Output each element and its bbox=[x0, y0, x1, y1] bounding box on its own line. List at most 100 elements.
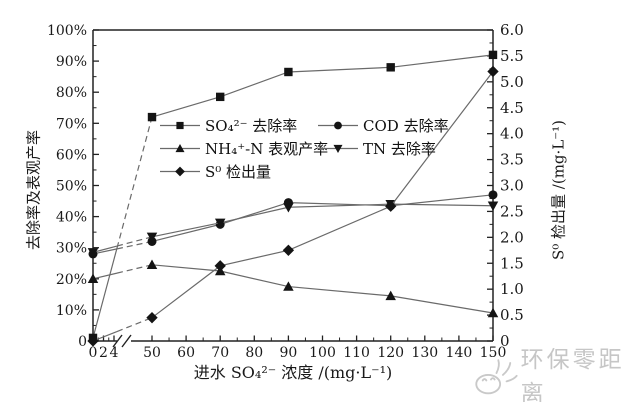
x-tick-label: 90 bbox=[279, 345, 297, 361]
legend-column-1: SO₄²⁻ 去除率 NH₄⁺-N 表观产率 S⁰ 检出量 bbox=[160, 114, 328, 183]
diamond-marker bbox=[487, 65, 499, 78]
y-right-tick-label: 0.5 bbox=[500, 306, 524, 324]
x-tick-label: 100 bbox=[309, 345, 336, 361]
y-right-tick-label: 5.0 bbox=[500, 73, 524, 91]
diamond-marker bbox=[214, 260, 226, 272]
legend-item-triangle-up: NH₄⁺-N 表观产率 bbox=[160, 137, 328, 160]
diamond-marker bbox=[87, 335, 99, 347]
triangle-down-marker bbox=[333, 144, 343, 153]
legend-label: TN 去除率 bbox=[363, 140, 436, 158]
triangle-down-legend-icon bbox=[318, 144, 358, 153]
legend-item-triangle-down: TN 去除率 bbox=[318, 137, 449, 160]
triangle-down-marker bbox=[214, 218, 226, 229]
series-segment bbox=[92, 272, 118, 280]
diamond-marker bbox=[385, 200, 397, 212]
triangle-up-marker bbox=[87, 273, 99, 283]
x-tick-label: 120 bbox=[377, 345, 404, 361]
series-segment bbox=[92, 247, 118, 339]
square-marker bbox=[216, 92, 225, 102]
y-right-tick-label: 2.0 bbox=[500, 228, 524, 246]
triangle-down-marker bbox=[487, 201, 499, 211]
x-tick-label: 110 bbox=[343, 345, 370, 361]
triangle-down-marker bbox=[146, 232, 158, 243]
x-tick-label: 50 bbox=[143, 345, 161, 361]
y-right-axis-title: S⁰ 检出量 /(mg·L⁻¹) bbox=[549, 119, 568, 261]
y-right-tick-label: 1.5 bbox=[500, 254, 524, 272]
diamond-marker bbox=[146, 312, 158, 324]
series-segment-dashed bbox=[116, 240, 153, 250]
y-right-tick-label: 4.5 bbox=[500, 99, 524, 117]
series-segment-dashed bbox=[116, 116, 153, 249]
legend-item-circle: COD 去除率 bbox=[318, 114, 449, 137]
y-left-tick-label: 70% bbox=[56, 116, 87, 132]
square-marker bbox=[488, 50, 498, 60]
y-right-tick-label: 4.0 bbox=[500, 125, 524, 143]
x-tick-label: 130 bbox=[411, 345, 438, 361]
y-right-tick-label: 3.0 bbox=[500, 177, 524, 195]
diamond-legend-icon bbox=[160, 166, 200, 177]
triangle-up-legend-icon bbox=[160, 144, 200, 153]
square-marker bbox=[386, 63, 395, 72]
series-diamond bbox=[87, 65, 499, 347]
series-segment bbox=[92, 245, 118, 253]
legend-label: S⁰ 检出量 bbox=[205, 163, 272, 181]
series-line bbox=[151, 54, 494, 118]
series-line bbox=[151, 203, 494, 238]
diamond-marker bbox=[282, 244, 295, 256]
series-line bbox=[151, 194, 494, 243]
x-axis-title: 进水 SO₄²⁻ 浓度 /(mg·L⁻¹) bbox=[193, 363, 393, 382]
megaphone-doodle-icon bbox=[475, 359, 518, 395]
series-square bbox=[88, 50, 498, 343]
triangle-up-marker bbox=[385, 290, 396, 301]
y-left-axis-title: 去除率及表观产率 bbox=[24, 129, 43, 251]
diamond-marker bbox=[175, 166, 185, 177]
square-marker bbox=[284, 67, 293, 77]
x-tick-label: 0 bbox=[89, 345, 98, 361]
legend-item-diamond: S⁰ 检出量 bbox=[160, 160, 328, 183]
axis-break-mark bbox=[112, 334, 123, 348]
square-marker bbox=[147, 112, 157, 122]
circle-marker bbox=[488, 190, 498, 200]
axis-break-mark bbox=[121, 334, 132, 348]
series-line bbox=[151, 264, 494, 314]
x-tick-label: 150 bbox=[480, 345, 507, 361]
triangle-down-marker bbox=[283, 203, 294, 213]
x-tick-label: 2 bbox=[99, 345, 108, 361]
y-left-tick-label: 40% bbox=[56, 210, 87, 226]
x-tick-label: 4 bbox=[110, 345, 119, 361]
y-left-tick-label: 90% bbox=[56, 54, 87, 70]
circle-marker bbox=[334, 121, 342, 130]
circle-legend-icon bbox=[318, 121, 358, 130]
legend-label: NH₄⁺-N 表观产率 bbox=[205, 140, 329, 158]
y-right-tick-label: 5.5 bbox=[500, 47, 524, 65]
x-tick-label: 70 bbox=[211, 345, 229, 361]
x-tick-label: 80 bbox=[245, 345, 263, 361]
y-left-tick-label: 0 bbox=[78, 334, 87, 350]
y-left-tick-label: 30% bbox=[56, 241, 87, 257]
legend-item-square: SO₄²⁻ 去除率 bbox=[160, 114, 328, 137]
y-right-tick-label: 1.0 bbox=[500, 280, 524, 298]
square-marker bbox=[176, 121, 184, 130]
triangle-up-marker bbox=[175, 144, 185, 153]
series-triangle-up bbox=[87, 259, 499, 318]
x-tick-label: 140 bbox=[446, 345, 473, 361]
y-left-tick-label: 10% bbox=[56, 303, 87, 319]
series-segment-dashed bbox=[116, 317, 153, 333]
watermark-text: 环保零距离 bbox=[520, 346, 625, 402]
triangle-up-marker bbox=[146, 259, 158, 270]
y-left-tick-label: 50% bbox=[56, 179, 87, 195]
series-triangle-down bbox=[87, 199, 499, 258]
y-right-tick-label: 2.5 bbox=[500, 202, 524, 220]
y-left-tick-label: 20% bbox=[56, 272, 87, 288]
y-left-tick-label: 60% bbox=[56, 147, 87, 163]
legend-label: SO₄²⁻ 去除率 bbox=[205, 117, 298, 135]
series-segment-dashed bbox=[116, 236, 153, 247]
y-right-tick-label: 3.5 bbox=[500, 151, 524, 169]
y-left-tick-label: 100% bbox=[47, 23, 87, 39]
series-segment-dashed bbox=[116, 264, 153, 274]
legend-column-2: COD 去除率 TN 去除率 bbox=[318, 114, 449, 160]
triangle-down-marker bbox=[87, 248, 99, 258]
square-legend-icon bbox=[160, 121, 200, 130]
